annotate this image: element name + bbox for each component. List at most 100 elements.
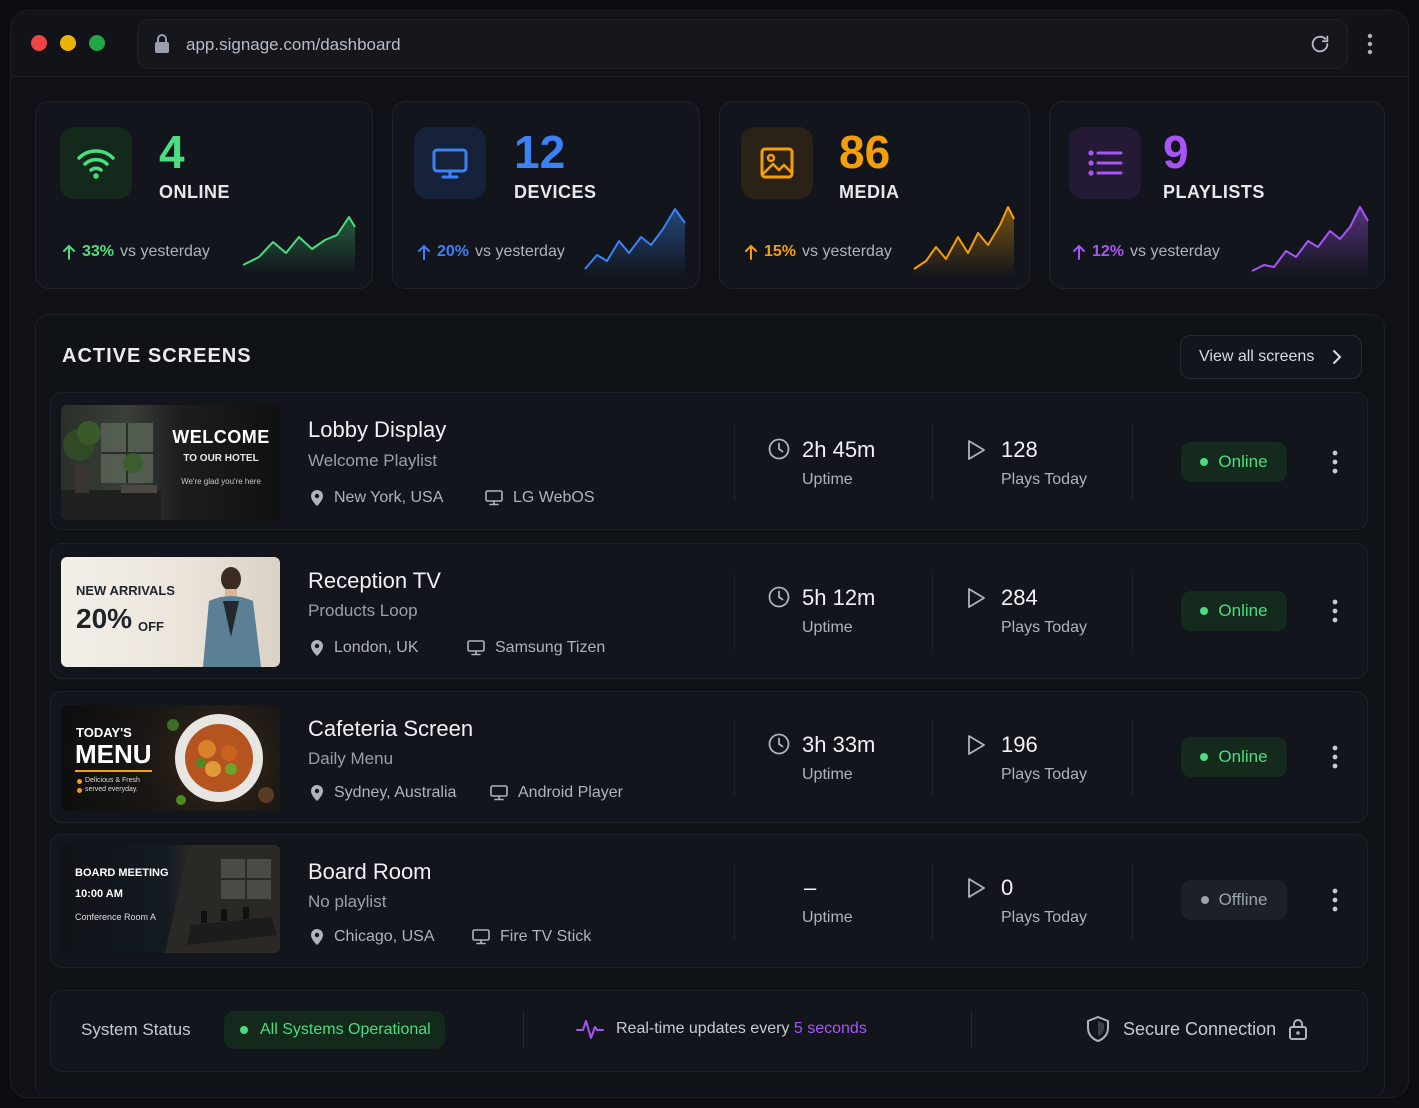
status-badge: Online — [1181, 442, 1287, 482]
lock-icon — [1289, 1019, 1308, 1040]
sparkline-media — [913, 206, 1015, 277]
clock-icon — [768, 438, 790, 460]
address-bar[interactable]: app.signage.com/dashboard — [137, 19, 1348, 69]
screen-thumbnail: NEW ARRIVALS 20% OFF — [61, 557, 280, 667]
uptime-label: Uptime — [802, 766, 853, 783]
plays-label: Plays Today — [1001, 766, 1087, 783]
system-status-badge: All Systems Operational — [224, 1011, 445, 1049]
trend-percent: 15% — [764, 243, 797, 260]
screen-playlist: No playlist — [308, 892, 387, 911]
stat-card-online[interactable]: 4 ONLINE 33% vs yesterday — [35, 101, 373, 289]
trend-percent: 33% — [82, 243, 115, 260]
thumb-text: 10:00 AM — [75, 888, 123, 900]
location-pin-icon — [311, 929, 323, 945]
thumb-text: TODAY'S — [76, 725, 132, 740]
row-menu-icon[interactable] — [1331, 450, 1339, 474]
screen-row[interactable]: NEW ARRIVALS 20% OFF Reception TV Produc… — [50, 543, 1368, 679]
plays-value: 284 — [1001, 585, 1038, 610]
view-all-screens-button[interactable]: View all screens — [1180, 335, 1362, 379]
shield-icon — [1087, 1016, 1109, 1042]
screen-thumbnail: WELCOME TO OUR HOTEL We're glad you're h… — [61, 405, 280, 520]
uptime-value: 3h 33m — [802, 732, 876, 757]
thumb-text: We're glad you're here — [181, 477, 261, 486]
status-badge: Online — [1181, 591, 1287, 631]
stat-card-media[interactable]: 86 MEDIA 15% vs yesterday — [719, 101, 1030, 289]
play-icon — [968, 878, 985, 898]
arrow-up-icon — [745, 244, 757, 260]
screen-thumbnail: TODAY'S MENU Delicious & Fresh served ev… — [61, 705, 280, 811]
screen-name[interactable]: Lobby Display — [308, 417, 447, 442]
trend-percent: 12% — [1092, 243, 1125, 260]
arrow-up-icon — [418, 244, 430, 260]
screen-row[interactable]: BOARD MEETING 10:00 AM Conference Room A… — [50, 834, 1368, 968]
clock-icon — [768, 733, 790, 755]
stat-card-playlists[interactable]: 9 PLAYLISTS 12% vs yesterday — [1049, 101, 1385, 289]
thumb-text: MENU — [75, 739, 152, 772]
plays-value: 196 — [1001, 732, 1038, 757]
stat-label: ONLINE — [159, 182, 231, 202]
arrow-up-icon — [63, 244, 75, 260]
trend-percent: 20% — [437, 243, 470, 260]
uptime-label: Uptime — [802, 909, 853, 926]
clock-icon — [768, 586, 790, 608]
uptime-value: – — [804, 875, 817, 900]
play-icon — [968, 588, 985, 608]
system-status-label: System Status — [81, 1020, 191, 1039]
row-menu-icon[interactable] — [1331, 888, 1339, 912]
screen-location: Chicago, USA — [310, 928, 435, 946]
plays-value: 0 — [1001, 875, 1014, 900]
close-window-button[interactable] — [31, 35, 47, 51]
screen-name[interactable]: Cafeteria Screen — [308, 716, 474, 741]
image-icon — [741, 127, 813, 199]
stat-card-devices[interactable]: 12 DEVICES 20% vs yesterday — [392, 101, 700, 289]
realtime-value: 5 seconds — [793, 1020, 867, 1037]
monitor-icon — [414, 127, 486, 199]
browser-menu-icon[interactable] — [1366, 33, 1374, 60]
stat-trend: 15% vs yesterday — [744, 243, 892, 261]
url-text: app.signage.com/dashboard — [186, 35, 401, 54]
browser-window: app.signage.com/dashboard 4 ONLINE 33% v… — [10, 10, 1409, 1098]
trend-text: vs yesterday — [802, 243, 892, 260]
location-pin-icon — [311, 640, 323, 656]
trend-text: vs yesterday — [120, 243, 210, 260]
plays-value: 128 — [1001, 437, 1038, 462]
row-menu-icon[interactable] — [1331, 599, 1339, 623]
screen-playlist: Daily Menu — [308, 749, 394, 768]
status-badge: Online — [1181, 737, 1287, 777]
monitor-icon — [485, 490, 503, 506]
uptime-value: 5h 12m — [802, 585, 876, 610]
uptime-label: Uptime — [802, 619, 853, 636]
screen-device: Fire TV Stick — [472, 928, 591, 946]
thumb-text: Conference Room A — [75, 912, 157, 922]
screen-device: Android Player — [490, 784, 623, 802]
screen-row[interactable]: TODAY'S MENU Delicious & Fresh served ev… — [50, 691, 1368, 823]
plays-label: Plays Today — [1001, 471, 1087, 488]
play-icon — [968, 440, 985, 460]
minimize-window-button[interactable] — [60, 35, 76, 51]
monitor-icon — [490, 785, 508, 801]
thumb-text: OFF — [138, 619, 164, 634]
monitor-icon — [467, 640, 485, 656]
thumb-text: Delicious & Fresh — [85, 777, 140, 784]
reload-icon[interactable] — [1309, 33, 1331, 60]
sparkline-playlists — [1251, 206, 1369, 277]
realtime-text: Real-time updates every — [616, 1020, 790, 1037]
screen-playlist: Welcome Playlist — [308, 451, 438, 470]
screen-row[interactable]: WELCOME TO OUR HOTEL We're glad you're h… — [50, 392, 1368, 530]
secure-text: Secure Connection — [1123, 1018, 1277, 1039]
panel-title: ACTIVE SCREENS — [62, 345, 252, 367]
stat-label: MEDIA — [839, 182, 900, 202]
play-icon — [968, 735, 985, 755]
stat-value: 9 — [1163, 126, 1189, 178]
screen-name[interactable]: Reception TV — [308, 568, 441, 593]
maximize-window-button[interactable] — [89, 35, 105, 51]
screen-name[interactable]: Board Room — [308, 859, 432, 884]
thumb-text: served everyday. — [85, 786, 138, 793]
thumb-text: NEW ARRIVALS — [76, 583, 175, 598]
arrow-up-icon — [1073, 244, 1085, 260]
location-pin-icon — [311, 785, 323, 801]
plays-label: Plays Today — [1001, 619, 1087, 636]
trend-text: vs yesterday — [1130, 243, 1220, 260]
row-menu-icon[interactable] — [1331, 745, 1339, 769]
activity-icon — [576, 1020, 604, 1039]
